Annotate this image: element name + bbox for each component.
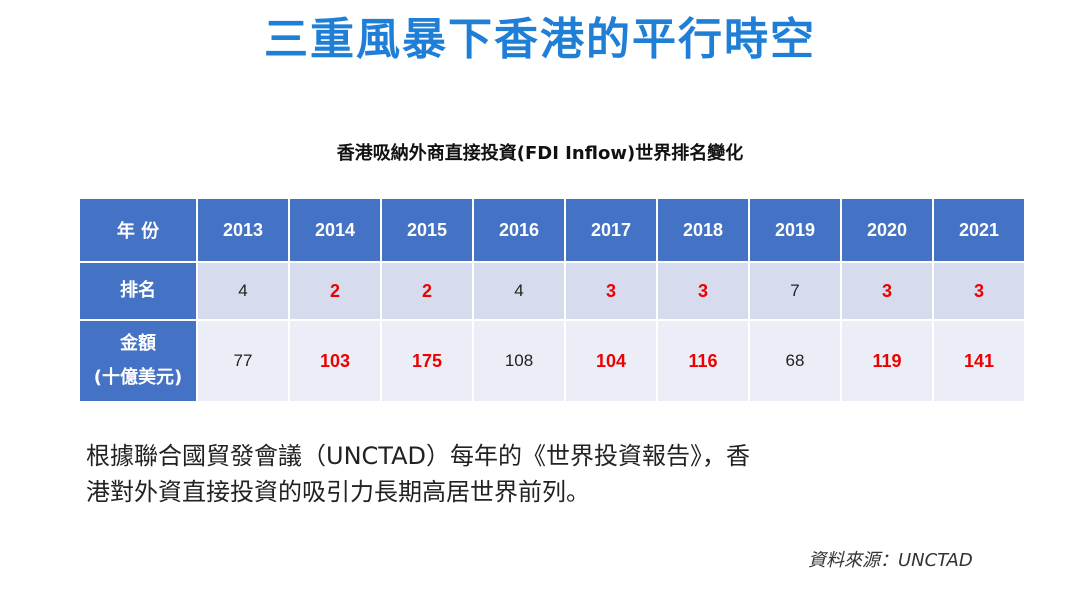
amount-cell: 104 — [564, 319, 658, 403]
table-row-amount: 金額 (十億美元) 77 103 175 108 104 116 68 119 … — [78, 319, 1026, 403]
rank-cell: 4 — [196, 261, 290, 321]
rank-cell: 3 — [564, 261, 658, 321]
rank-cell: 7 — [748, 261, 842, 321]
year-cell: 2018 — [656, 197, 750, 263]
amount-label-cell: 金額 (十億美元) — [78, 319, 198, 403]
rank-cell: 2 — [288, 261, 382, 321]
amount-cell: 141 — [932, 319, 1026, 403]
rank-cell: 3 — [932, 261, 1026, 321]
rank-cell: 4 — [472, 261, 566, 321]
year-cell: 2014 — [288, 197, 382, 263]
amount-cell: 175 — [380, 319, 474, 403]
header-label-cell: 年 份 — [78, 197, 198, 263]
amount-cell: 77 — [196, 319, 290, 403]
year-cell: 2021 — [932, 197, 1026, 263]
note-line-1: 根據聯合國貿發會議（UNCTAD）每年的《世界投資報告》，香 — [86, 442, 750, 470]
fdi-ranking-table: 年 份 2013 2014 2015 2016 2017 2018 2019 2… — [78, 197, 1026, 403]
year-cell: 2017 — [564, 197, 658, 263]
amount-cell: 119 — [840, 319, 934, 403]
source-citation: 資料來源：UNCTAD — [808, 550, 973, 571]
table-row-rank: 排名 4 2 2 4 3 3 7 3 3 — [78, 261, 1026, 321]
amount-label-line2: (十億美元) — [93, 367, 183, 388]
page-title: 三重風暴下香港的平行時空 — [264, 14, 816, 65]
rank-label-cell: 排名 — [78, 261, 198, 321]
note-line-2: 港對外資直接投資的吸引力長期高居世界前列。 — [86, 478, 590, 506]
amount-label-line1: 金額 — [120, 333, 156, 354]
table-header-row: 年 份 2013 2014 2015 2016 2017 2018 2019 2… — [78, 197, 1026, 263]
rank-cell: 3 — [656, 261, 750, 321]
table-caption: 香港吸納外商直接投資(FDI Inflow)世界排名變化 — [336, 143, 744, 164]
amount-cell: 108 — [472, 319, 566, 403]
rank-cell: 2 — [380, 261, 474, 321]
amount-cell: 103 — [288, 319, 382, 403]
amount-cell: 116 — [656, 319, 750, 403]
amount-cell: 68 — [748, 319, 842, 403]
body-note: 根據聯合國貿發會議（UNCTAD）每年的《世界投資報告》，香 港對外資直接投資的… — [86, 438, 866, 510]
rank-cell: 3 — [840, 261, 934, 321]
year-cell: 2020 — [840, 197, 934, 263]
year-cell: 2016 — [472, 197, 566, 263]
year-cell: 2019 — [748, 197, 842, 263]
year-cell: 2015 — [380, 197, 474, 263]
year-cell: 2013 — [196, 197, 290, 263]
